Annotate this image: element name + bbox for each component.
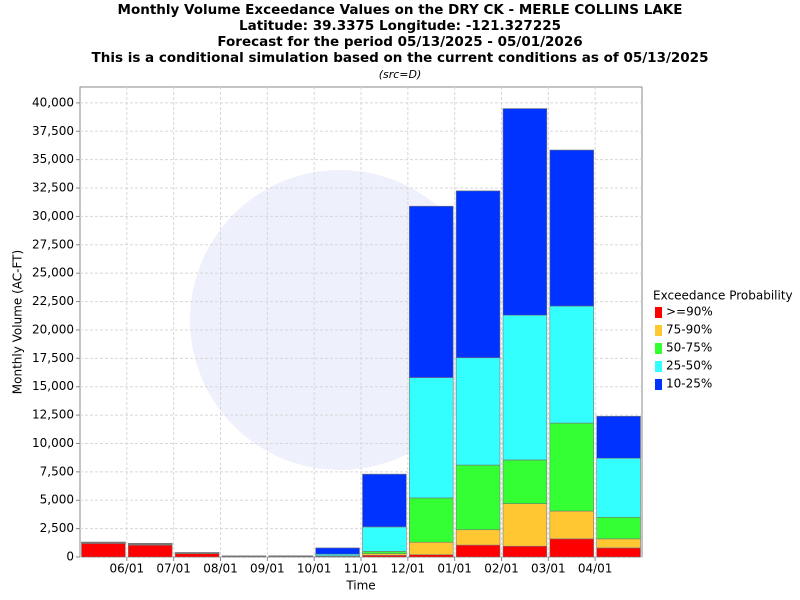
bar-segment: [502, 314, 548, 461]
bar-segment: [409, 554, 454, 558]
y-tick-label: 37,500: [32, 124, 74, 138]
chart-subtitle: (src=D): [379, 68, 422, 81]
x-tick-label: 04/01: [578, 562, 613, 576]
chart-title: This is a conditional simulation based o…: [92, 50, 709, 66]
bar-segment: [362, 526, 407, 552]
x-axis-label: Time: [345, 579, 375, 593]
legend-title: Exceedance Probability: [653, 289, 793, 303]
x-tick-label: 09/01: [250, 562, 285, 576]
y-tick-label: 20,000: [32, 322, 74, 336]
bar-segment: [596, 415, 641, 459]
y-tick-label: 7,500: [40, 464, 74, 478]
bar-segment: [502, 503, 548, 547]
y-tick-label: 15,000: [32, 379, 74, 393]
x-tick-label: 12/01: [391, 562, 426, 576]
chart-title: Forecast for the period 05/13/2025 - 05/…: [217, 34, 582, 50]
y-tick-label: 12,500: [32, 408, 74, 422]
bar-segment: [549, 149, 594, 307]
y-tick-label: 30,000: [32, 209, 74, 223]
y-tick-label: 0: [66, 550, 74, 564]
x-tick-label: 03/01: [531, 562, 566, 576]
bar-segment: [596, 457, 641, 518]
bar-segment: [455, 357, 501, 466]
y-tick-label: 17,500: [32, 351, 74, 365]
x-tick-label: 07/01: [156, 562, 191, 576]
bar-segment: [409, 497, 454, 543]
bar-segment: [455, 464, 501, 531]
chart-title: Monthly Volume Exceedance Values on the …: [118, 2, 683, 18]
bar-segment: [596, 516, 641, 540]
bar-segment: [315, 547, 360, 555]
y-axis-label: Monthly Volume (AC-FT): [11, 250, 25, 394]
legend-label: 50-75%: [666, 341, 712, 355]
bar-segment: [502, 545, 548, 558]
x-tick-label: 02/01: [484, 562, 519, 576]
y-tick-label: 22,500: [32, 294, 74, 308]
legend-label: 25-50%: [666, 359, 712, 373]
legend-swatch: [655, 379, 662, 390]
y-tick-label: 32,500: [32, 181, 74, 195]
bar-segment: [596, 538, 641, 549]
legend-swatch: [655, 307, 662, 318]
bar-segment: [549, 538, 594, 558]
bar-segment: [409, 541, 454, 556]
bar-segment: [409, 377, 454, 499]
bar-segment: [549, 305, 594, 424]
bar-segment: [128, 544, 173, 558]
bar-segment: [362, 473, 407, 528]
x-tick-label: 10/01: [297, 562, 332, 576]
bar-segment: [455, 544, 501, 558]
y-tick-label: 5,000: [40, 493, 74, 507]
bar-segment: [455, 190, 501, 359]
legend-swatch: [655, 343, 662, 354]
bar-segment: [502, 459, 548, 504]
chart-title: Latitude: 39.3375 Longitude: -121.327225: [239, 18, 561, 34]
legend-swatch: [655, 325, 662, 336]
bar-segment: [596, 547, 641, 558]
bar-segment: [549, 510, 594, 540]
legend-label: >=90%: [666, 305, 713, 319]
legend-swatch: [655, 361, 662, 372]
y-tick-label: 10,000: [32, 436, 74, 450]
bar-segment: [549, 422, 594, 512]
legend-label: 10-25%: [666, 377, 712, 391]
y-tick-label: 40,000: [32, 95, 74, 109]
x-tick-label: 01/01: [437, 562, 472, 576]
y-tick-label: 2,500: [40, 521, 74, 535]
bar-segment: [174, 553, 220, 558]
bar-segment: [81, 543, 126, 558]
y-tick-label: 35,000: [32, 152, 74, 166]
bar-segment: [502, 108, 548, 316]
bar-segment: [455, 529, 501, 546]
x-tick-label: 08/01: [203, 562, 238, 576]
y-tick-label: 27,500: [32, 237, 74, 251]
y-tick-label: 25,000: [32, 266, 74, 280]
legend-label: 75-90%: [666, 323, 712, 337]
x-tick-label: 11/01: [344, 562, 379, 576]
bar-segment: [409, 205, 454, 378]
bar-segment: [362, 551, 407, 554]
x-tick-label: 06/01: [110, 562, 145, 576]
